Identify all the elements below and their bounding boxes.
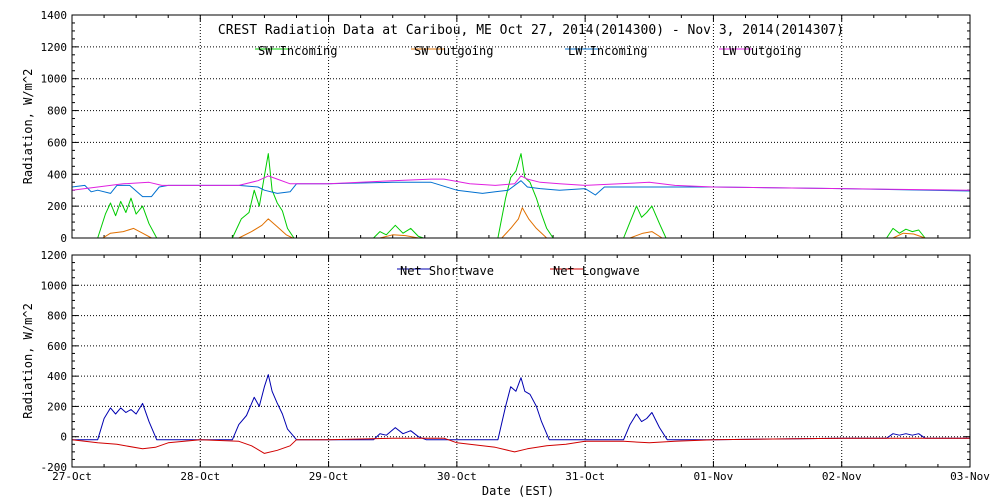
xtick-label: 28-Oct (180, 470, 220, 483)
bottom-legend-label: Net Shortwave (400, 264, 494, 278)
top-legend-label: SW Outgoing (414, 44, 493, 58)
top-ytick-label: 400 (47, 168, 67, 181)
top-ytick-label: 1200 (41, 41, 68, 54)
bottom-ytick-label: 200 (47, 400, 67, 413)
xtick-label: 02-Nov (822, 470, 862, 483)
xtick-label: 01-Nov (694, 470, 734, 483)
top-ytick-label: 1400 (41, 9, 68, 22)
bottom-ytick-label: 600 (47, 340, 67, 353)
bottom-y-axis-label: Radiation, W/m^2 (21, 303, 35, 419)
bottom-ytick-label: 400 (47, 370, 67, 383)
top-legend-label: SW Incoming (258, 44, 337, 58)
bottom-ytick-label: 1200 (41, 249, 68, 262)
top-ytick-label: 600 (47, 136, 67, 149)
top-series-line-lw-outgoing (71, 175, 971, 191)
bottom-ytick-label: -200 (41, 461, 68, 474)
top-ytick-label: 800 (47, 105, 67, 118)
top-ytick-label: 200 (47, 200, 67, 213)
top-y-axis-label: Radiation, W/m^2 (21, 69, 35, 185)
top-ytick-label: 1000 (41, 73, 68, 86)
top-legend-label: LW Outgoing (722, 44, 801, 58)
xtick-label: 30-Oct (437, 470, 477, 483)
bottom-ytick-label: 0 (60, 431, 67, 444)
top-series-line-sw-incoming (72, 153, 970, 239)
xtick-label: 29-Oct (309, 470, 349, 483)
bottom-ytick-label: 1000 (41, 279, 68, 292)
bottom-series-line-net-shortwave (72, 374, 970, 441)
x-axis-label: Date (EST) (482, 484, 554, 498)
top-ytick-label: 0 (60, 232, 67, 245)
bottom-plot-frame (71, 254, 971, 468)
xtick-label: 27-Oct (52, 470, 92, 483)
bottom-legend-label: Net Longwave (553, 264, 640, 278)
top-plot-frame (71, 14, 971, 239)
xtick-label: 03-Nov (950, 470, 990, 483)
top-series-line-sw-outgoing (72, 207, 970, 239)
chart-title: CREST Radiation Data at Caribou, ME Oct … (218, 23, 844, 38)
bottom-ytick-label: 800 (47, 310, 67, 323)
bottom-series-line-net-longwave (71, 437, 970, 454)
top-legend-label: LW Incoming (568, 44, 647, 58)
xtick-label: 31-Oct (565, 470, 605, 483)
